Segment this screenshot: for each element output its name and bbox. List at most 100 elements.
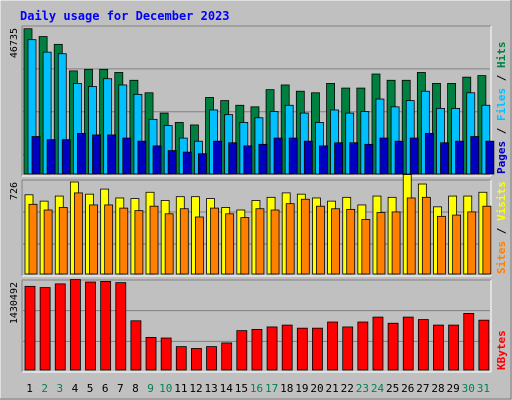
bar-sites-day-8 [134, 210, 144, 275]
day-label-4: 4 [72, 382, 79, 395]
bar-kbytes-day-21 [327, 321, 338, 371]
bar-kbytes-day-16 [251, 328, 263, 371]
legend-separator: / [495, 121, 508, 141]
bar-sites-day-17 [270, 209, 280, 275]
bar-pages-day-3 [61, 139, 71, 175]
bar-kbytes-day-5 [85, 281, 96, 371]
bar-pages-day-22 [349, 142, 359, 175]
bar-kbytes-day-22 [342, 326, 354, 371]
day-label-26: 26 [401, 382, 414, 395]
bar-pages-day-31 [485, 140, 495, 175]
bar-pages-day-25 [394, 140, 404, 175]
bar-kbytes-day-17 [266, 326, 278, 371]
bar-pages-day-12 [198, 153, 207, 175]
bar-sites-day-19 [300, 198, 310, 275]
bar-kbytes-day-14 [221, 342, 233, 371]
day-label-29: 29 [447, 382, 460, 395]
bar-pages-day-11 [182, 151, 192, 175]
bar-sites-day-9 [149, 205, 159, 275]
bar-kbytes-day-20 [312, 327, 323, 371]
day-label-7: 7 [117, 382, 124, 395]
bar-kbytes-day-25 [387, 322, 399, 371]
bar-pages-day-8 [137, 140, 147, 175]
max-value-label: 726 [9, 182, 20, 200]
day-label-3: 3 [57, 382, 64, 395]
max-value-label: 46735 [9, 28, 20, 58]
bar-pages-day-27 [424, 132, 434, 175]
day-label-23: 23 [356, 382, 369, 395]
bar-kbytes-day-6 [100, 281, 112, 371]
bar-sites-day-1 [28, 203, 38, 275]
day-label-20: 20 [310, 382, 323, 395]
bar-pages-day-24 [379, 137, 389, 175]
bar-sites-day-11 [179, 208, 189, 275]
bar-pages-day-23 [364, 143, 374, 175]
day-label-21: 21 [326, 382, 339, 395]
bar-kbytes-day-15 [236, 330, 248, 371]
bar-pages-day-30 [470, 136, 480, 175]
bar-kbytes-day-13 [206, 346, 217, 371]
legend: Sites / Visits [495, 181, 508, 274]
bar-sites-day-3 [58, 207, 68, 275]
bar-sites-day-25 [391, 211, 401, 275]
bar-sites-day-22 [346, 208, 356, 275]
bar-kbytes-day-24 [372, 316, 384, 371]
legend: KBytes [495, 330, 508, 370]
bar-sites-day-12 [195, 216, 204, 275]
bar-pages-day-10 [167, 150, 177, 175]
bar-pages-day-13 [213, 140, 222, 175]
bar-kbytes-day-11 [175, 346, 187, 371]
bar-kbytes-day-9 [145, 336, 157, 371]
bar-pages-day-16 [258, 143, 268, 175]
bar-pages-day-9 [152, 145, 162, 175]
legend: Pages / Files / Hits [495, 42, 508, 175]
day-label-12: 12 [189, 382, 202, 395]
legend-entry-pages: Pages [495, 141, 508, 174]
bar-pages-day-7 [122, 137, 132, 175]
legend-entry-sites: Sites [495, 241, 508, 274]
bar-sites-day-2 [43, 209, 53, 275]
bar-pages-day-4 [76, 132, 86, 175]
bar-pages-day-17 [273, 137, 283, 175]
bar-sites-day-6 [104, 204, 114, 275]
max-value-label: 1430492 [9, 282, 20, 324]
bar-sites-day-27 [421, 196, 431, 275]
day-label-8: 8 [132, 382, 139, 395]
bar-sites-day-18 [285, 203, 295, 275]
legend-entry-files: Files [495, 88, 508, 121]
day-label-28: 28 [431, 382, 444, 395]
bar-kbytes-day-26 [402, 316, 414, 371]
bar-pages-day-15 [243, 145, 253, 175]
bar-sites-day-5 [89, 204, 98, 275]
bar-kbytes-day-7 [115, 282, 127, 371]
bar-sites-day-29 [452, 214, 462, 275]
bar-sites-day-31 [482, 205, 492, 275]
bar-sites-day-20 [316, 205, 325, 275]
bar-kbytes-day-30 [463, 313, 475, 371]
day-label-16: 16 [250, 382, 263, 395]
bar-pages-day-29 [455, 140, 465, 175]
bar-sites-day-7 [119, 207, 129, 275]
bar-sites-day-4 [73, 192, 83, 275]
bar-sites-day-30 [467, 211, 477, 275]
legend-entry-visits: Visits [495, 181, 508, 221]
day-label-9: 9 [147, 382, 154, 395]
bar-pages-day-5 [92, 134, 101, 175]
legend-entry-kbytes: KBytes [495, 330, 508, 370]
bar-pages-day-14 [228, 142, 238, 175]
bar-kbytes-day-2 [39, 287, 51, 371]
bar-kbytes-day-4 [69, 279, 81, 371]
bar-sites-day-13 [210, 207, 219, 275]
day-label-15: 15 [235, 382, 248, 395]
chart-title: Daily usage for December 2023 [20, 9, 230, 23]
day-label-17: 17 [265, 382, 278, 395]
day-label-22: 22 [341, 382, 354, 395]
bar-kbytes-day-27 [417, 319, 429, 371]
bar-kbytes-day-19 [296, 327, 308, 371]
bar-sites-day-15 [240, 217, 250, 275]
bar-pages-day-18 [288, 137, 298, 175]
bar-kbytes-day-18 [281, 324, 293, 371]
bar-pages-day-21 [334, 142, 343, 175]
legend-separator: / [495, 221, 508, 241]
